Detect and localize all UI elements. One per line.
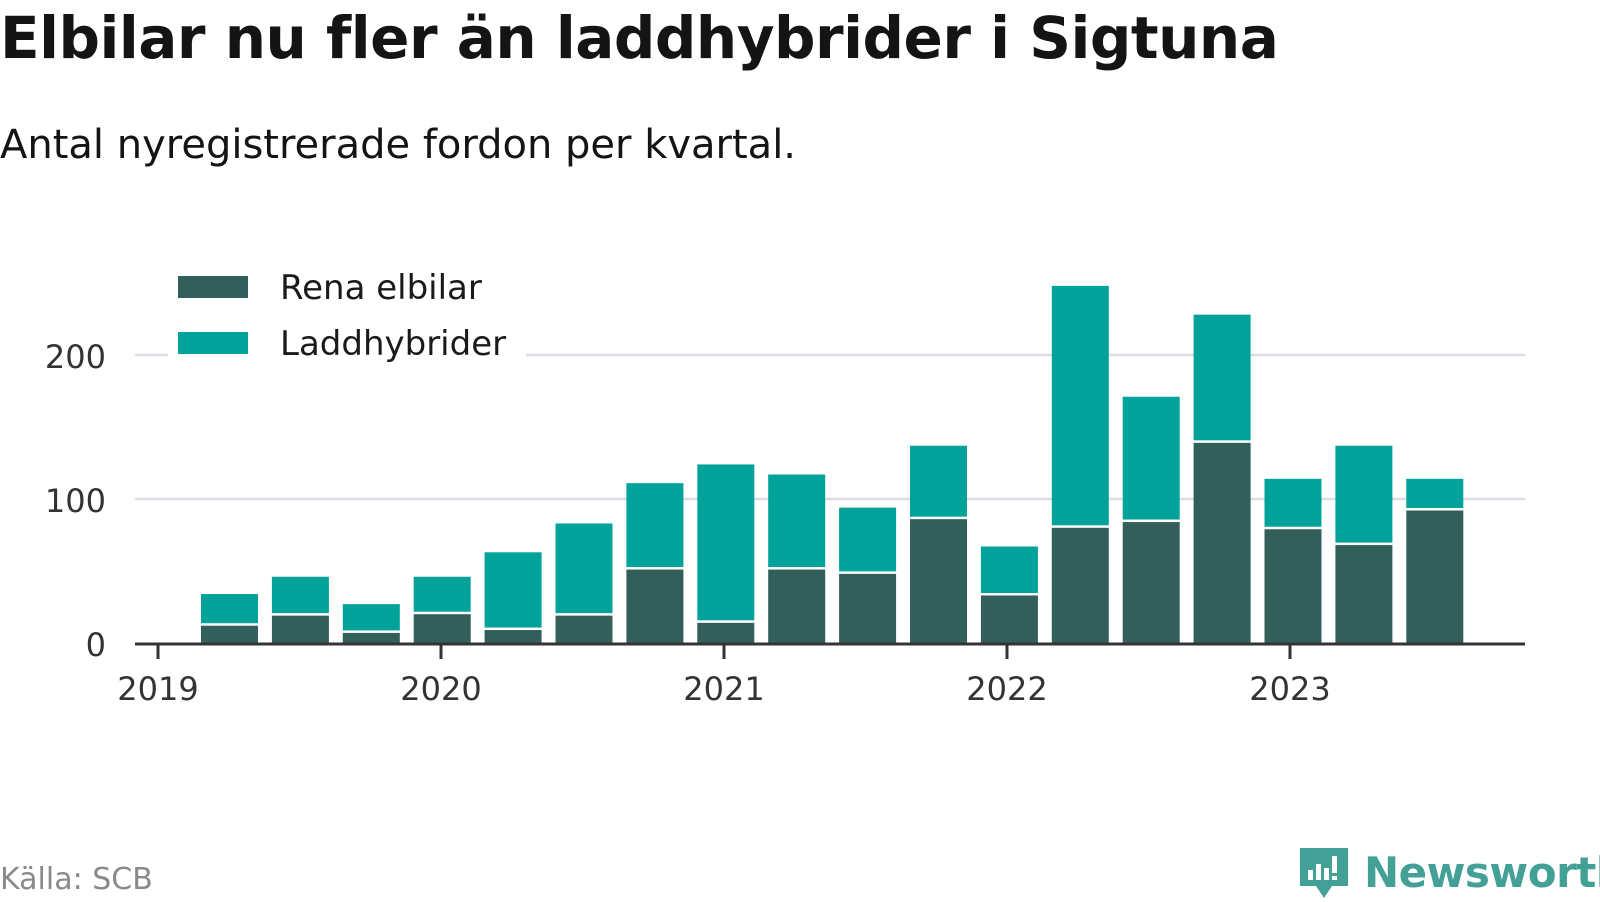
bar-rena-elbilar: [768, 569, 826, 643]
bar-laddhybrider: [1264, 478, 1322, 527]
bar-laddhybrider: [1406, 478, 1464, 509]
x-tick-label: 2021: [683, 670, 764, 708]
source-note: Källa: SCB: [0, 862, 153, 897]
bar-laddhybrider: [555, 523, 613, 614]
y-tick-label: 100: [45, 482, 106, 520]
bar-rena-elbilar: [697, 622, 755, 643]
legend-swatch: [178, 276, 248, 298]
x-tick-label: 2020: [400, 670, 481, 708]
bar-rena-elbilar: [201, 625, 258, 643]
bar-rena-elbilar: [1051, 527, 1109, 643]
bar-laddhybrider: [839, 507, 897, 572]
legend-label: Rena elbilar: [280, 268, 482, 308]
bar-laddhybrider: [342, 604, 400, 631]
bar-rena-elbilar: [626, 569, 684, 643]
bar-rena-elbilar: [910, 519, 967, 643]
bar-laddhybrider: [1193, 314, 1251, 441]
bar-laddhybrider: [697, 464, 755, 621]
bar-rena-elbilar: [1122, 522, 1180, 643]
chart-subtitle: Antal nyregistrerade fordon per kvartal.: [0, 122, 797, 168]
x-tick-label: 2022: [966, 670, 1047, 708]
bar-rena-elbilar: [1264, 529, 1322, 643]
bar-rena-elbilar: [342, 632, 400, 643]
chart-title: Elbilar nu fler än laddhybrider i Sigtun…: [0, 4, 1279, 72]
bar-laddhybrider: [413, 576, 471, 612]
bar-laddhybrider: [626, 483, 684, 568]
gridlines: [135, 353, 1525, 501]
brand-logo-block: Newsworthy: [1296, 842, 1600, 902]
y-tick-label: 0: [86, 626, 106, 664]
bar-rena-elbilar: [1335, 545, 1393, 643]
bar-laddhybrider: [484, 552, 542, 628]
bar-laddhybrider: [1051, 285, 1109, 526]
legend: Rena elbilar Laddhybrider: [168, 262, 526, 372]
bar-rena-elbilar: [1406, 510, 1464, 643]
bar-rena-elbilar: [980, 595, 1038, 643]
bar-rena-elbilar: [1193, 442, 1251, 643]
x-tick-label: 2023: [1249, 670, 1330, 708]
bar-laddhybrider: [271, 576, 329, 614]
newsworthy-logo-icon: [1300, 848, 1348, 898]
bar-rena-elbilar: [555, 615, 613, 643]
bar-rena-elbilar: [839, 573, 897, 643]
legend-label: Laddhybrider: [280, 324, 506, 364]
axes: 0 100 200 2019 2020 2021 2022 2023: [45, 338, 1525, 708]
brand-name: Newsworthy: [1364, 847, 1600, 897]
bar-laddhybrider: [1122, 396, 1180, 520]
bar-laddhybrider: [910, 445, 967, 517]
bar-laddhybrider: [1335, 445, 1393, 543]
bar-rena-elbilar: [271, 615, 329, 643]
bar-laddhybrider: [980, 546, 1038, 593]
y-tick-label: 200: [45, 338, 106, 376]
legend-swatch: [178, 332, 248, 354]
bar-laddhybrider: [201, 594, 258, 624]
x-tick-label: 2019: [117, 670, 198, 708]
bar-rena-elbilar: [413, 614, 471, 643]
bars: [201, 285, 1464, 643]
bar-rena-elbilar: [484, 630, 542, 643]
bar-laddhybrider: [768, 474, 826, 568]
